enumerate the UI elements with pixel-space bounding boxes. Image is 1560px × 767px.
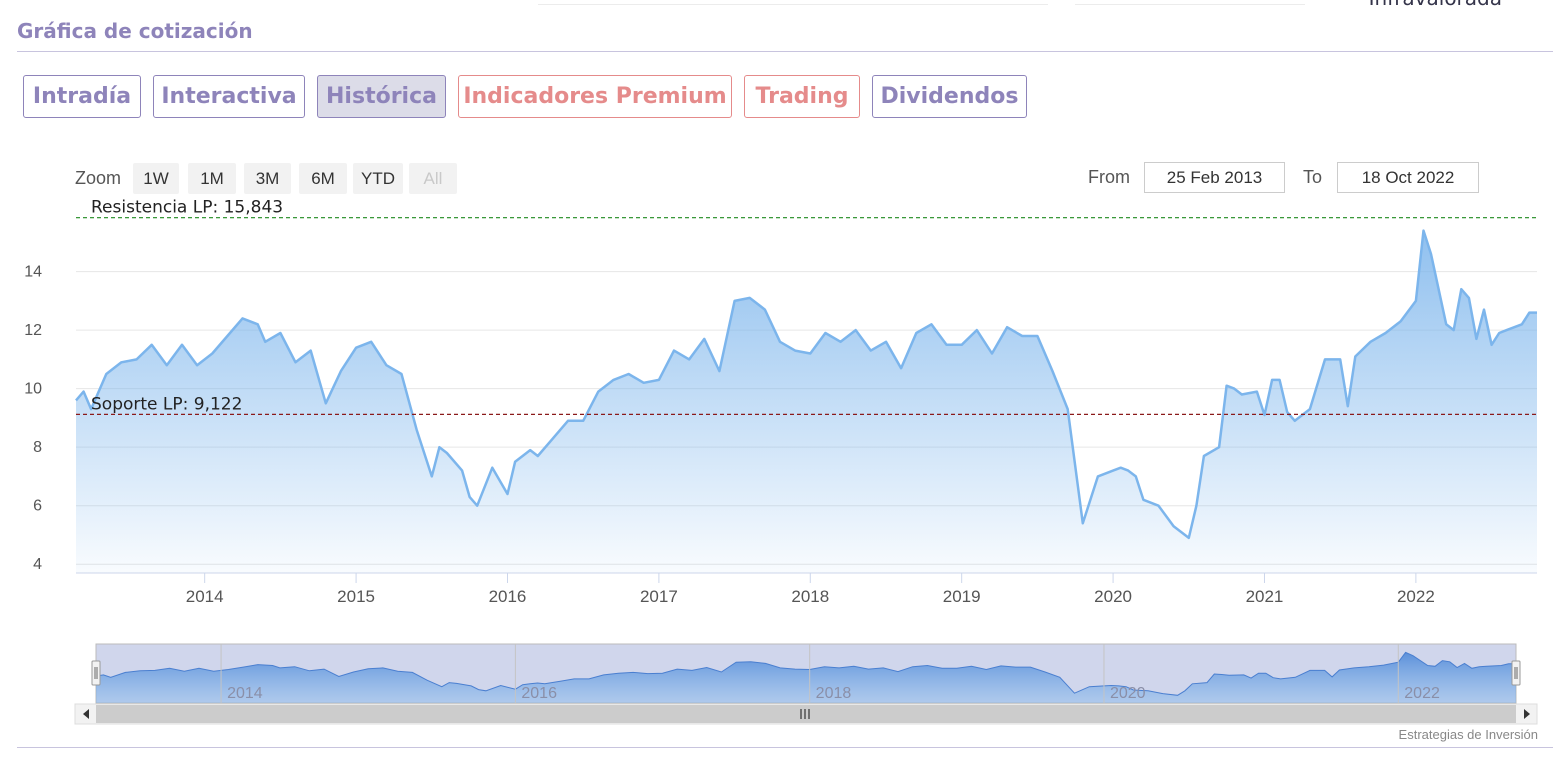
axes: 4 6 8 10 12 14 2014 2015 2016 2017 2018 2019 2020 202… bbox=[24, 264, 1537, 606]
plot-lines: Resistencia LP: 15,843 Soporte LP: 9,122 bbox=[76, 198, 1537, 415]
x-tick-label: 2019 bbox=[943, 587, 981, 606]
to-date-input[interactable]: 18 Oct 2022 bbox=[1337, 162, 1479, 193]
from-date-input[interactable]: 25 Feb 2013 bbox=[1144, 162, 1285, 193]
from-label: From bbox=[1088, 167, 1130, 187]
y-tick-label: 6 bbox=[33, 498, 42, 515]
scroll-left-arrow-icon[interactable] bbox=[83, 709, 89, 719]
tab-interactiva[interactable]: Interactiva bbox=[153, 75, 305, 118]
header-box-left bbox=[538, 0, 1048, 5]
credit-text: Estrategias de Inversión bbox=[1398, 727, 1538, 742]
y-tick-label: 12 bbox=[24, 322, 42, 339]
navigator-right-handle[interactable] bbox=[1511, 660, 1521, 686]
zoom-1m-button[interactable]: 1M bbox=[188, 163, 236, 194]
resistance-label: Resistencia LP: 15,843 bbox=[91, 198, 283, 218]
y-tick-label: 10 bbox=[24, 381, 42, 398]
tab-trading[interactable]: Trading bbox=[744, 75, 860, 118]
tab-indicadores-premium[interactable]: Indicadores Premium bbox=[458, 75, 732, 118]
support-label: Soporte LP: 9,122 bbox=[91, 394, 242, 414]
navigator-line bbox=[95, 651, 1516, 696]
x-tick-label: 2020 bbox=[1094, 587, 1132, 606]
valuation-label: Infravalorada bbox=[1369, 0, 1502, 10]
header-box-right bbox=[1075, 0, 1305, 5]
x-tick-label: 2021 bbox=[1246, 587, 1284, 606]
x-tick-label: 2022 bbox=[1397, 587, 1435, 606]
title-divider bbox=[17, 51, 1553, 52]
bottom-divider bbox=[17, 747, 1553, 748]
zoom-all-button[interactable]: All bbox=[409, 163, 457, 194]
tab-intradia[interactable]: Intradía bbox=[23, 75, 141, 118]
price-series bbox=[75, 229, 1537, 573]
zoom-3m-button[interactable]: 3M bbox=[244, 163, 291, 194]
x-tick-label: 2017 bbox=[640, 587, 678, 606]
scrollbar-thumb[interactable] bbox=[96, 705, 1516, 723]
y-tick-label: 8 bbox=[33, 439, 42, 456]
zoom-1w-button[interactable]: 1W bbox=[133, 163, 179, 194]
top-header-remnant: Infravalorada bbox=[0, 0, 1560, 10]
tab-dividendos[interactable]: Dividendos bbox=[872, 75, 1027, 118]
navigator-tick-label: 2016 bbox=[521, 685, 557, 702]
scroll-right-arrow-icon[interactable] bbox=[1524, 709, 1530, 719]
y-tick-label: 14 bbox=[24, 264, 42, 281]
navigator-tick-label: 2014 bbox=[227, 685, 263, 702]
y-tick-label: 4 bbox=[33, 556, 42, 573]
section-title: Gráfica de cotización bbox=[17, 19, 253, 43]
x-tick-label: 2014 bbox=[186, 587, 224, 606]
zoom-label: Zoom bbox=[75, 168, 122, 188]
navigator-area bbox=[96, 652, 1516, 703]
navigator-tick-label: 2020 bbox=[1110, 685, 1146, 702]
navigator-left-handle[interactable] bbox=[91, 660, 101, 686]
to-label: To bbox=[1303, 167, 1323, 187]
x-tick-label: 2015 bbox=[337, 587, 375, 606]
x-tick-label: 2016 bbox=[489, 587, 527, 606]
navigator-tick-label: 2022 bbox=[1404, 685, 1440, 702]
price-area bbox=[76, 230, 1537, 573]
navigator-tick-label: 2018 bbox=[816, 685, 852, 702]
price-line bbox=[75, 229, 1537, 540]
zoom-ytd-button[interactable]: YTD bbox=[353, 163, 403, 194]
zoom-6m-button[interactable]: 6M bbox=[299, 163, 347, 194]
x-tick-label: 2018 bbox=[791, 587, 829, 606]
navigator[interactable]: 2014 2016 2018 2020 2022 bbox=[74, 643, 1538, 725]
tab-historica[interactable]: Histórica bbox=[317, 75, 446, 118]
